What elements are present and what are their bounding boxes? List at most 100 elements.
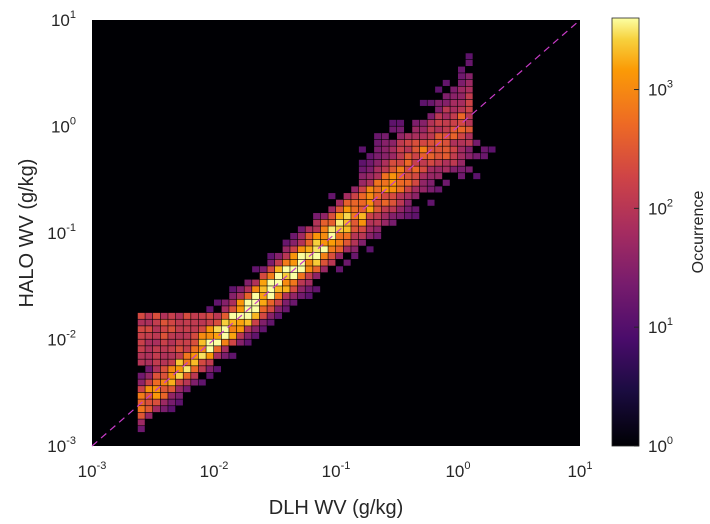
heatmap-cell [183,352,191,359]
heatmap-cell [137,332,145,339]
heatmap-cell [175,319,183,326]
heatmap-cell [275,279,283,286]
heatmap-cell [183,319,191,326]
heatmap-cell [389,146,397,153]
heatmap-cell [282,292,290,299]
heatmap-cell [290,246,298,253]
heatmap-cell [145,399,153,406]
heatmap-cell [191,346,199,353]
heatmap-cell [137,352,145,359]
heatmap-cell [397,159,405,166]
heatmap-cell [214,299,222,306]
heatmap-cell [336,239,344,246]
colorbar-tick-label: 103 [648,79,673,100]
heatmap-cell [191,326,199,333]
heatmap-cell [374,166,382,173]
heatmap-cell [160,372,168,379]
heatmap-cell [145,352,153,359]
heatmap-cell [366,193,374,200]
heatmap-cell [450,113,458,120]
heatmap-cell [427,99,435,106]
heatmap-cell [275,266,283,273]
heatmap-cell [267,259,275,266]
heatmap-cell [175,372,183,379]
heatmap-cell [267,306,275,313]
heatmap-cell [160,332,168,339]
heatmap-cell [221,339,229,346]
heatmap-cell [275,299,283,306]
heatmap-cell [381,219,389,226]
heatmap-cell [381,159,389,166]
heatmap-cell [137,419,145,426]
heatmap-cell [313,213,321,220]
heatmap-cell [168,332,176,339]
heatmap-cell [305,286,313,293]
heatmap-cell [275,286,283,293]
heatmap-cell [313,252,321,260]
heatmap-cell [389,153,397,160]
heatmap-cell [389,119,397,126]
heatmap-cell [244,312,252,319]
heatmap-cell [374,173,382,180]
heatmap-cell [412,193,420,200]
heatmap-cell [297,292,305,299]
heatmap-cell [168,392,176,399]
heatmap-cell [442,113,450,120]
heatmap-cell [412,159,420,166]
heatmap-cell [275,272,283,279]
heatmap-cell [282,266,290,273]
heatmap-cell [206,346,214,353]
heatmap-cell [435,186,443,193]
heatmap-cell [366,153,374,160]
heatmap-cell [198,312,206,319]
heatmap-cell [412,206,420,213]
heatmap-cell [206,366,214,373]
heatmap-cell [458,166,466,173]
heatmap-cell [450,159,458,166]
heatmap-cell [404,213,412,220]
heatmap-cell [267,292,275,299]
heatmap-cell [419,173,427,180]
heatmap-cells [137,53,496,433]
heatmap-cell [191,372,199,379]
heatmap-cell [259,292,267,299]
heatmap-cell [214,352,222,359]
colorbar [611,17,640,447]
heatmap-cell [267,312,275,319]
heatmap-cell [397,146,405,153]
heatmap-cell [450,86,458,93]
heatmap-cell [343,226,351,233]
heatmap-cell [168,326,176,333]
heatmap-cell [229,326,237,333]
heatmap-cell [374,199,382,206]
heatmap-cell [175,399,183,406]
heatmap-cell [236,306,244,313]
heatmap-cell [168,312,176,319]
heatmap-cell [465,106,473,113]
heatmap-cell [381,166,389,173]
heatmap-cell [450,153,458,160]
heatmap-cell [427,173,435,180]
heatmap-cell [320,266,328,273]
heatmap-cell [358,239,366,246]
heatmap-cell [412,133,420,140]
heatmap-cell [442,146,450,153]
heatmap-cell [305,279,313,286]
heatmap-cell [153,366,161,373]
heatmap-cell [252,292,260,299]
heatmap-cell [221,346,229,353]
heatmap-cell [381,213,389,220]
heatmap-cell [389,166,397,173]
heatmap-cell [404,159,412,166]
heatmap-cell [214,326,222,333]
heatmap-cell [397,186,405,193]
heatmap-cell [214,319,222,326]
heatmap-cell [229,319,237,326]
heatmap-cell [145,326,153,333]
heatmap-cell [153,326,161,333]
heatmap-cell [206,312,214,319]
heatmap-cell [427,179,435,186]
heatmap-cell [419,99,427,106]
heatmap-cell [229,312,237,319]
heatmap-cell [404,199,412,206]
